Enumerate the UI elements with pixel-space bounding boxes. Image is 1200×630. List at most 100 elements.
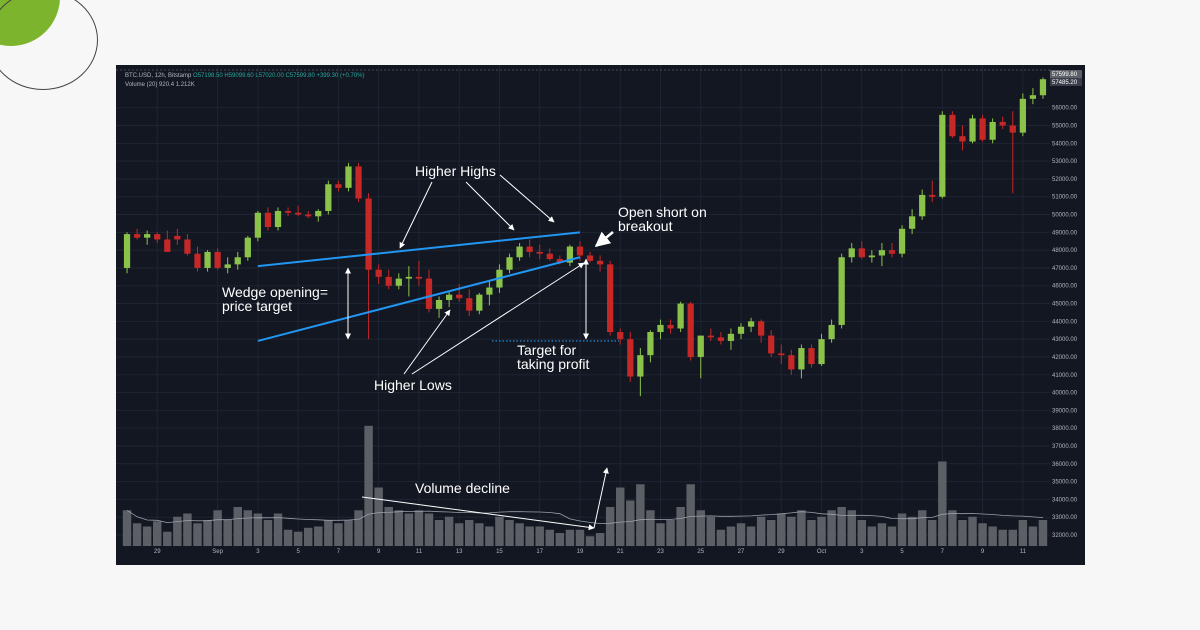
candle-body (929, 194, 936, 197)
volume-bar (303, 527, 313, 546)
y-tick-label: 43000.00 (1052, 337, 1078, 343)
volume-bar (565, 529, 575, 546)
y-tick-label: 55000.00 (1052, 124, 1078, 130)
candle-body (486, 287, 493, 295)
candle-body (798, 348, 805, 370)
arrow-breakout (594, 231, 614, 247)
candle-body (586, 255, 594, 261)
arrow-higher-low-2 (411, 262, 585, 375)
y-tick-label: 37000.00 (1052, 444, 1078, 450)
volume-bar (666, 520, 675, 546)
volume-bar (605, 507, 615, 546)
candle-body (445, 294, 453, 300)
decorative-ring (0, 0, 98, 90)
volume-bar (837, 507, 846, 546)
volume-bar (374, 487, 383, 546)
volume-bar (485, 526, 494, 546)
candle-body (506, 257, 513, 270)
x-tick-label: 3 (256, 549, 260, 555)
candle-body (697, 335, 704, 357)
annotations (257, 174, 619, 531)
candle-body (959, 136, 966, 142)
volume-bar (495, 516, 504, 546)
candle-body (335, 184, 342, 188)
candle-body (1029, 95, 1037, 99)
x-tick-label: 11 (1020, 549, 1027, 555)
candle-body (717, 337, 725, 341)
volume-bar (273, 513, 283, 546)
candle-body (435, 299, 443, 309)
higher-highs-label: Higher Highs (415, 163, 496, 179)
candle-body (576, 246, 584, 256)
candle-body (405, 276, 412, 279)
volume-bar (223, 520, 232, 546)
target-label-line2: taking profit (517, 356, 589, 372)
volume-bar (555, 533, 565, 546)
x-tick-label: 17 (536, 549, 543, 555)
y-tick-label: 46000.00 (1052, 284, 1078, 290)
x-tick-label: 19 (577, 549, 584, 555)
candle-body (1019, 98, 1026, 133)
y-tick-label: 51000.00 (1052, 195, 1078, 201)
candle-body (657, 324, 664, 333)
candle-body (375, 269, 382, 277)
x-tick-label: 29 (778, 549, 785, 555)
volume-bar (857, 520, 867, 546)
candle-body (858, 248, 865, 258)
y-tick-label: 39000.00 (1052, 408, 1078, 414)
candle-body (818, 339, 825, 365)
x-tick-label: 5 (900, 549, 904, 555)
x-tick-label: 7 (941, 549, 945, 555)
volume-bar (384, 507, 393, 546)
volume-bar (1028, 526, 1038, 546)
candle-body (133, 234, 141, 238)
close-price-tag-bg (1050, 78, 1082, 86)
lower-trendline (257, 256, 581, 342)
candle-body (888, 250, 896, 254)
candle-body (949, 114, 956, 137)
candle-body (617, 332, 624, 340)
candle-body (526, 246, 533, 252)
symbol-header: BTC.USD, 12h, Bitstamp O57198.50 H59099.… (125, 73, 365, 79)
volume-bar (877, 523, 887, 546)
volume-bar (283, 529, 293, 546)
volume-bar (938, 461, 947, 546)
volume-bar (183, 513, 192, 546)
arrow-volume-spike (593, 467, 609, 529)
volume-bar (746, 526, 756, 546)
volume-bar (616, 487, 625, 546)
candle-body (154, 234, 161, 240)
y-tick-label: 41000.00 (1052, 373, 1078, 379)
volume-bar (626, 500, 635, 546)
x-tick-label: 13 (456, 549, 463, 555)
volume-bar (897, 513, 907, 546)
volume-bar (575, 529, 585, 546)
candle-body (214, 251, 221, 268)
arrow-higher-low-1 (403, 309, 451, 375)
volume-bar (797, 510, 806, 546)
candle-body (194, 253, 201, 268)
candle-body (325, 184, 332, 211)
candle-body (355, 166, 362, 199)
candle-body (395, 278, 402, 286)
x-tick-label: Sep (212, 549, 223, 555)
y-tick-label: 42000.00 (1052, 355, 1078, 361)
arrow-higher-high-1 (399, 181, 433, 249)
volume-bar (122, 510, 132, 546)
volume-bar (414, 510, 424, 546)
arrow-higher-high-2 (465, 181, 515, 231)
y-tick-label: 56000.00 (1052, 106, 1078, 112)
candle-body (979, 118, 986, 140)
candle-body (999, 121, 1006, 126)
volume-bar (465, 520, 474, 546)
volume-bar (928, 520, 937, 546)
last-price-tag: 57599.80 (1052, 72, 1078, 78)
x-tick-label: 23 (657, 549, 664, 555)
chart-panel: 32000.00 33000.00 34000.00 35000.00 36000.00… (116, 65, 1085, 565)
x-tick-label: 7 (337, 549, 341, 555)
y-tick-label: 35000.00 (1052, 480, 1078, 486)
higher-lows-label: Higher Lows (374, 377, 452, 393)
volume-bar (424, 513, 434, 546)
x-tick-label: 15 (496, 549, 503, 555)
candle-body (687, 303, 694, 357)
